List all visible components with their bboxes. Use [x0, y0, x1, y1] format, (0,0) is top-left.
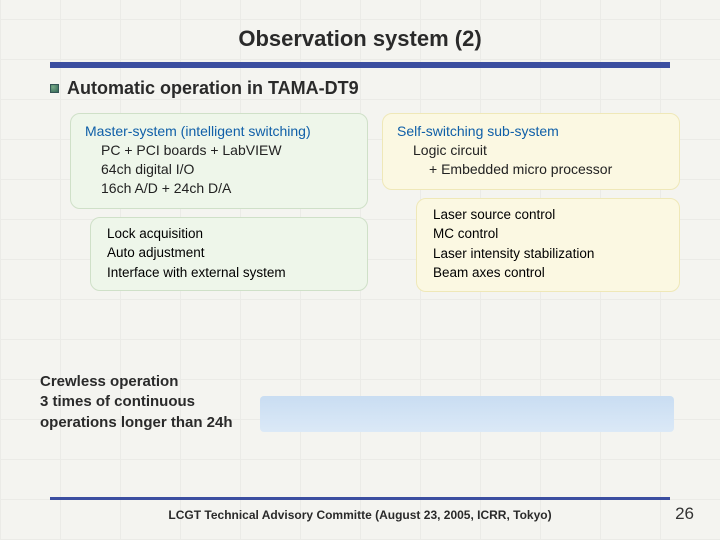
left-column: Master-system (intelligent switching) PC… — [70, 113, 368, 291]
bullet-icon — [50, 84, 59, 93]
page-number: 26 — [675, 504, 694, 524]
right-column: Self-switching sub-system Logic circuit … — [382, 113, 680, 292]
title-rule — [50, 62, 670, 66]
subsystem-box: Self-switching sub-system Logic circuit … — [382, 113, 680, 190]
subsystem-sub-line: Laser source control — [433, 205, 669, 225]
master-line: PC + PCI boards + LabVIEW — [85, 141, 355, 160]
subsystem-sub-line: Beam axes control — [433, 263, 669, 283]
bottom-line: 3 times of continuous — [40, 392, 233, 412]
master-sub-line: Lock acquisition — [107, 224, 357, 244]
subheading-text: Automatic operation in TAMA-DT9 — [67, 78, 359, 99]
bottom-line: operations longer than 24h — [40, 413, 233, 433]
blue-strip — [260, 396, 674, 432]
master-system-box: Master-system (intelligent switching) PC… — [70, 113, 368, 209]
master-line: 16ch A/D + 24ch D/A — [85, 179, 355, 198]
slide: Observation system (2) Automatic operati… — [0, 0, 720, 540]
bottom-note: Crewless operation 3 times of continuous… — [40, 372, 233, 433]
subsystem-sub-line: MC control — [433, 224, 669, 244]
subsystem-line: Logic circuit — [397, 141, 667, 160]
bottom-line: Crewless operation — [40, 372, 233, 392]
subsystem-sub-box: Laser source control MC control Laser in… — [416, 198, 680, 292]
slide-title: Observation system (2) — [0, 0, 720, 62]
subsystem-heading: Self-switching sub-system — [397, 122, 667, 141]
subsystem-line: + Embedded micro processor — [397, 160, 667, 179]
master-sub-line: Interface with external system — [107, 263, 357, 283]
columns: Master-system (intelligent switching) PC… — [70, 113, 680, 292]
subsystem-sub-line: Laser intensity stabilization — [433, 244, 669, 264]
master-sub-line: Auto adjustment — [107, 243, 357, 263]
subheading-row: Automatic operation in TAMA-DT9 — [50, 78, 720, 99]
master-heading: Master-system (intelligent switching) — [85, 122, 355, 141]
master-sub-box: Lock acquisition Auto adjustment Interfa… — [90, 217, 368, 292]
footer-rule — [50, 497, 670, 500]
footer-text: LCGT Technical Advisory Committe (August… — [0, 508, 720, 522]
master-line: 64ch digital I/O — [85, 160, 355, 179]
